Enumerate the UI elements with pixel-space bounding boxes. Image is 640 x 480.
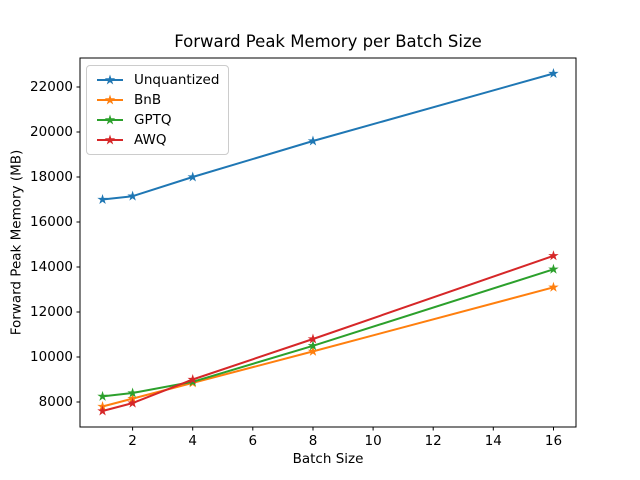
plot-border [79, 57, 577, 428]
series-marker-gptq [307, 340, 319, 351]
series-marker-awq [307, 333, 319, 344]
y-tick-label: 16000 [30, 214, 73, 230]
legend-item-bnb: BnB [96, 92, 219, 108]
legend-line-star-icon [96, 133, 124, 147]
x-tick-label: 4 [188, 433, 197, 449]
x-tick-label: 14 [484, 433, 502, 449]
legend-label: Unquantized [134, 72, 220, 88]
x-axis-label: Batch Size [292, 451, 364, 467]
series-marker-gptq [548, 263, 559, 274]
y-tick-label: 10000 [30, 349, 73, 365]
legend-line-star-icon [96, 93, 124, 107]
legend-label: AWQ [134, 132, 167, 148]
legend-item-awq: AWQ [96, 132, 219, 148]
y-tick-label: 22000 [30, 79, 73, 95]
y-axis-label: Forward Peak Memory (MB) [8, 149, 25, 336]
series-marker-awq [187, 374, 198, 384]
x-tick-label: 10 [364, 433, 382, 449]
legend-label: GPTQ [134, 112, 172, 128]
x-tick-label: 12 [424, 433, 442, 449]
series-marker-unquantized [548, 68, 559, 78]
series-marker-unquantized [187, 171, 198, 182]
legend-line-star-icon [96, 73, 124, 87]
legend-item-unquantized: Unquantized [96, 72, 219, 88]
series-marker-bnb [307, 345, 319, 356]
legend-label: BnB [134, 92, 162, 108]
y-tick-label: 12000 [30, 304, 73, 320]
legend: Unquantized BnB GPTQ AWQ [86, 65, 230, 155]
series-marker-awq [97, 405, 108, 416]
chart-title: Forward Peak Memory per Batch Size [174, 32, 482, 51]
y-tick-label: 8000 [38, 394, 73, 410]
y-tick-label: 18000 [30, 169, 73, 185]
x-tick-label: 6 [248, 433, 258, 449]
series-line-awq [102, 254, 554, 412]
series-marker-gptq [97, 390, 108, 401]
y-tick-label: 20000 [30, 124, 73, 140]
legend-line-star-icon [96, 113, 124, 127]
x-tick-label: 8 [308, 433, 318, 449]
series-marker-bnb [548, 281, 559, 292]
series-marker-unquantized [127, 190, 138, 201]
series-marker-awq [127, 397, 138, 408]
x-tick-label: 16 [544, 433, 563, 449]
series-marker-unquantized [97, 194, 108, 204]
x-tick-label: 2 [128, 433, 137, 449]
legend-item-gptq: GPTQ [96, 112, 219, 128]
series-marker-unquantized [307, 135, 319, 146]
series-marker-gptq [127, 387, 138, 398]
y-tick-label: 14000 [30, 259, 73, 275]
series-marker-awq [548, 250, 559, 261]
